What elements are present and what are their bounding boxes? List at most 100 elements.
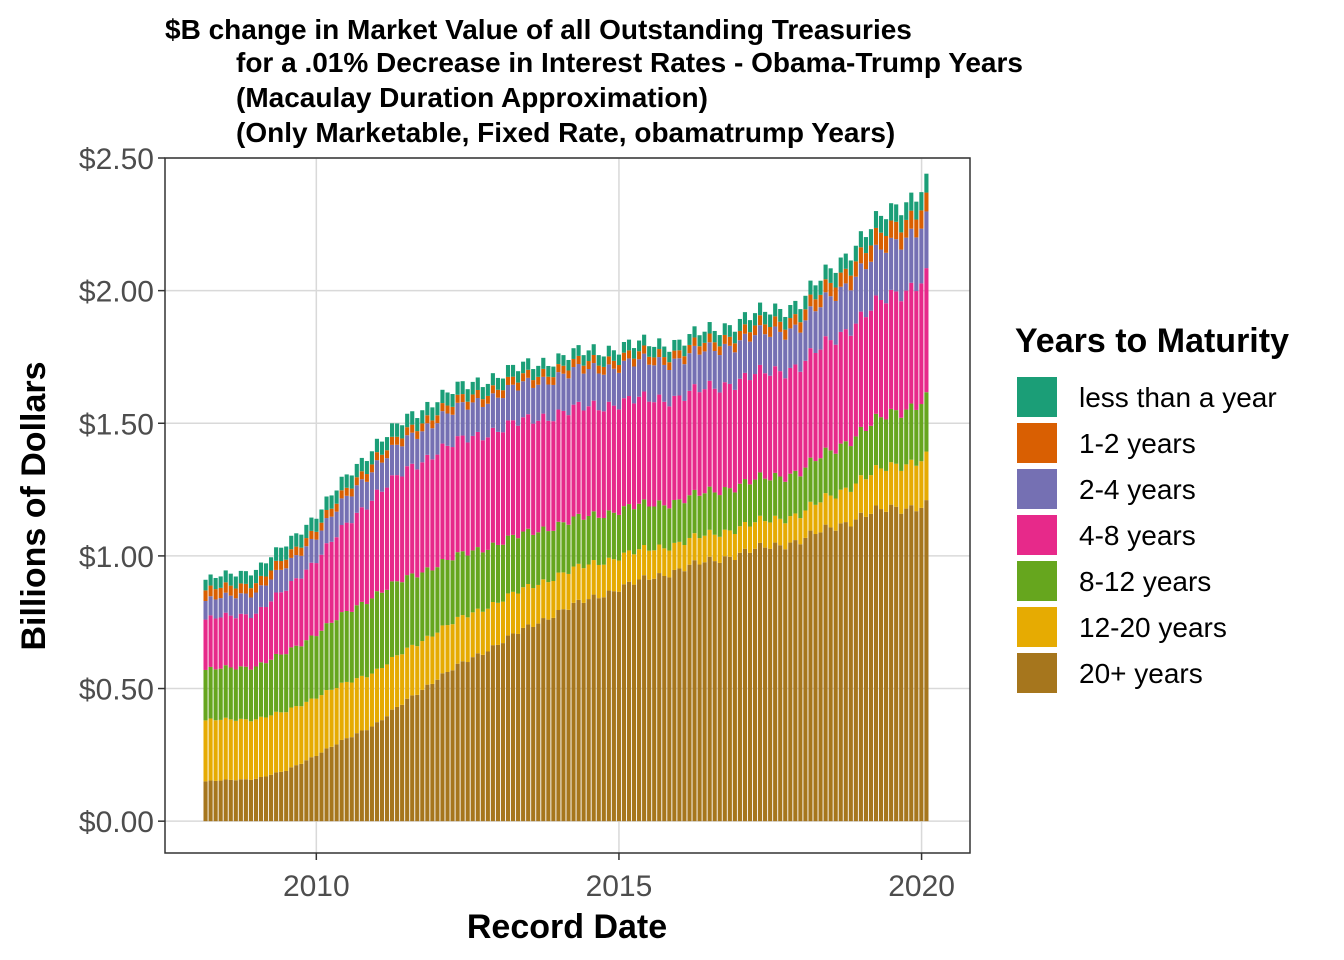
bar-110-series-1 — [758, 515, 763, 543]
bar-124-series-4 — [828, 296, 833, 341]
bar-49-series-2 — [450, 560, 455, 625]
bar-56-series-1 — [485, 608, 490, 652]
bar-81-series-4 — [611, 368, 616, 406]
bar-59-series-0 — [500, 643, 506, 822]
bar-28-series-1 — [344, 681, 349, 739]
bar-83-series-1 — [621, 552, 627, 585]
bar-60-series-0 — [505, 635, 511, 822]
bar-60-series-4 — [505, 384, 511, 421]
bar-47-series-1 — [440, 625, 445, 674]
bar-90-series-0 — [657, 573, 662, 822]
bar-108-series-1 — [747, 526, 753, 553]
bar-58-series-4 — [495, 397, 500, 432]
bar-135-series-0 — [884, 511, 889, 822]
bar-27-series-0 — [339, 739, 344, 822]
bar-77-series-0 — [591, 594, 596, 822]
bar-137-series-1 — [894, 463, 899, 507]
bar-12-series-1 — [263, 717, 269, 777]
bar-108-series-5 — [747, 332, 753, 342]
bar-23-series-6 — [319, 509, 324, 523]
bar-20-series-1 — [304, 701, 309, 761]
bar-19-series-4 — [299, 555, 304, 579]
bar-11-series-5 — [258, 575, 264, 586]
bar-115-series-1 — [783, 523, 788, 550]
bar-96-series-5 — [687, 344, 692, 354]
bar-41-series-3 — [410, 463, 415, 574]
bar-129-series-2 — [853, 436, 858, 484]
bar-128-series-4 — [848, 290, 853, 336]
bar-110-series-6 — [758, 302, 763, 316]
bar-90-series-6 — [657, 338, 662, 350]
bar-51-series-5 — [460, 394, 465, 403]
bar-10-series-1 — [253, 719, 259, 779]
bar-52-series-0 — [465, 662, 470, 822]
bar-60-series-2 — [505, 535, 511, 594]
bar-124-series-5 — [828, 282, 833, 297]
bar-86-series-6 — [637, 340, 642, 352]
bar-65-series-3 — [531, 423, 536, 535]
bar-86-series-3 — [637, 396, 642, 504]
legend-swatch-6 — [1017, 653, 1057, 693]
bar-109-series-5 — [752, 325, 758, 336]
bar-62-series-0 — [516, 633, 521, 822]
bar-74-series-5 — [576, 355, 581, 365]
bar-0-series-5 — [203, 590, 208, 601]
bar-120-series-1 — [808, 501, 813, 531]
bar-107-series-4 — [742, 333, 748, 373]
bar-125-series-6 — [833, 272, 838, 288]
bar-12-series-4 — [263, 585, 269, 608]
bar-75-series-2 — [581, 519, 586, 569]
y-axis: $0.00 $0.50 $1.00 $1.50 $2.00 $2.50 — [79, 143, 165, 839]
bar-38-series-5 — [395, 436, 400, 445]
bar-2-series-4 — [213, 599, 218, 619]
bar-123-series-3 — [823, 336, 828, 448]
bar-13-series-2 — [269, 659, 274, 716]
bar-3-series-5 — [218, 587, 223, 599]
bar-105-series-6 — [732, 331, 737, 344]
legend-label-1: 1-2 years — [1079, 428, 1196, 459]
bar-92-series-0 — [667, 577, 672, 822]
bar-141-series-2 — [914, 409, 919, 466]
bar-95-series-0 — [682, 571, 687, 822]
bar-86-series-4 — [637, 359, 642, 397]
bar-127-series-5 — [843, 268, 848, 284]
bar-33-series-6 — [369, 451, 374, 465]
bar-22-series-5 — [314, 531, 319, 540]
bar-96-series-2 — [687, 495, 692, 538]
bar-102-series-3 — [717, 392, 722, 496]
bar-60-series-5 — [505, 376, 511, 385]
bar-45-series-2 — [430, 570, 435, 637]
bar-76-series-6 — [586, 350, 591, 362]
bar-108-series-6 — [747, 320, 753, 333]
bar-116-series-5 — [788, 318, 793, 329]
bar-118-series-1 — [798, 518, 803, 545]
bar-136-series-4 — [889, 237, 894, 290]
bar-39-series-2 — [400, 582, 405, 655]
bar-1-series-4 — [208, 596, 213, 616]
bar-135-series-3 — [884, 303, 889, 420]
bar-49-series-5 — [450, 406, 455, 415]
bar-88-series-5 — [647, 356, 652, 365]
bar-45-series-6 — [430, 407, 435, 421]
bar-1-series-5 — [208, 585, 213, 597]
bar-12-series-3 — [263, 607, 269, 664]
bar-79-series-5 — [601, 366, 606, 375]
bar-82-series-4 — [616, 372, 621, 410]
bar-139-series-6 — [904, 202, 909, 220]
bar-25-series-5 — [329, 508, 334, 517]
bar-43-series-0 — [420, 689, 425, 822]
bar-32-series-5 — [364, 474, 369, 482]
bar-133-series-3 — [873, 295, 879, 414]
bar-91-series-6 — [662, 346, 667, 358]
bar-30-series-3 — [354, 512, 359, 606]
bar-76-series-0 — [586, 599, 591, 822]
x-tick-label-0: 2010 — [283, 870, 350, 903]
bar-122-series-2 — [818, 458, 823, 503]
bar-54-series-0 — [475, 653, 480, 822]
bar-37-series-6 — [390, 423, 395, 437]
bar-61-series-6 — [510, 364, 516, 377]
bar-114-series-4 — [778, 331, 783, 372]
bar-29-series-6 — [349, 475, 354, 489]
bar-51-series-3 — [460, 435, 465, 552]
bar-50-series-3 — [455, 436, 460, 553]
